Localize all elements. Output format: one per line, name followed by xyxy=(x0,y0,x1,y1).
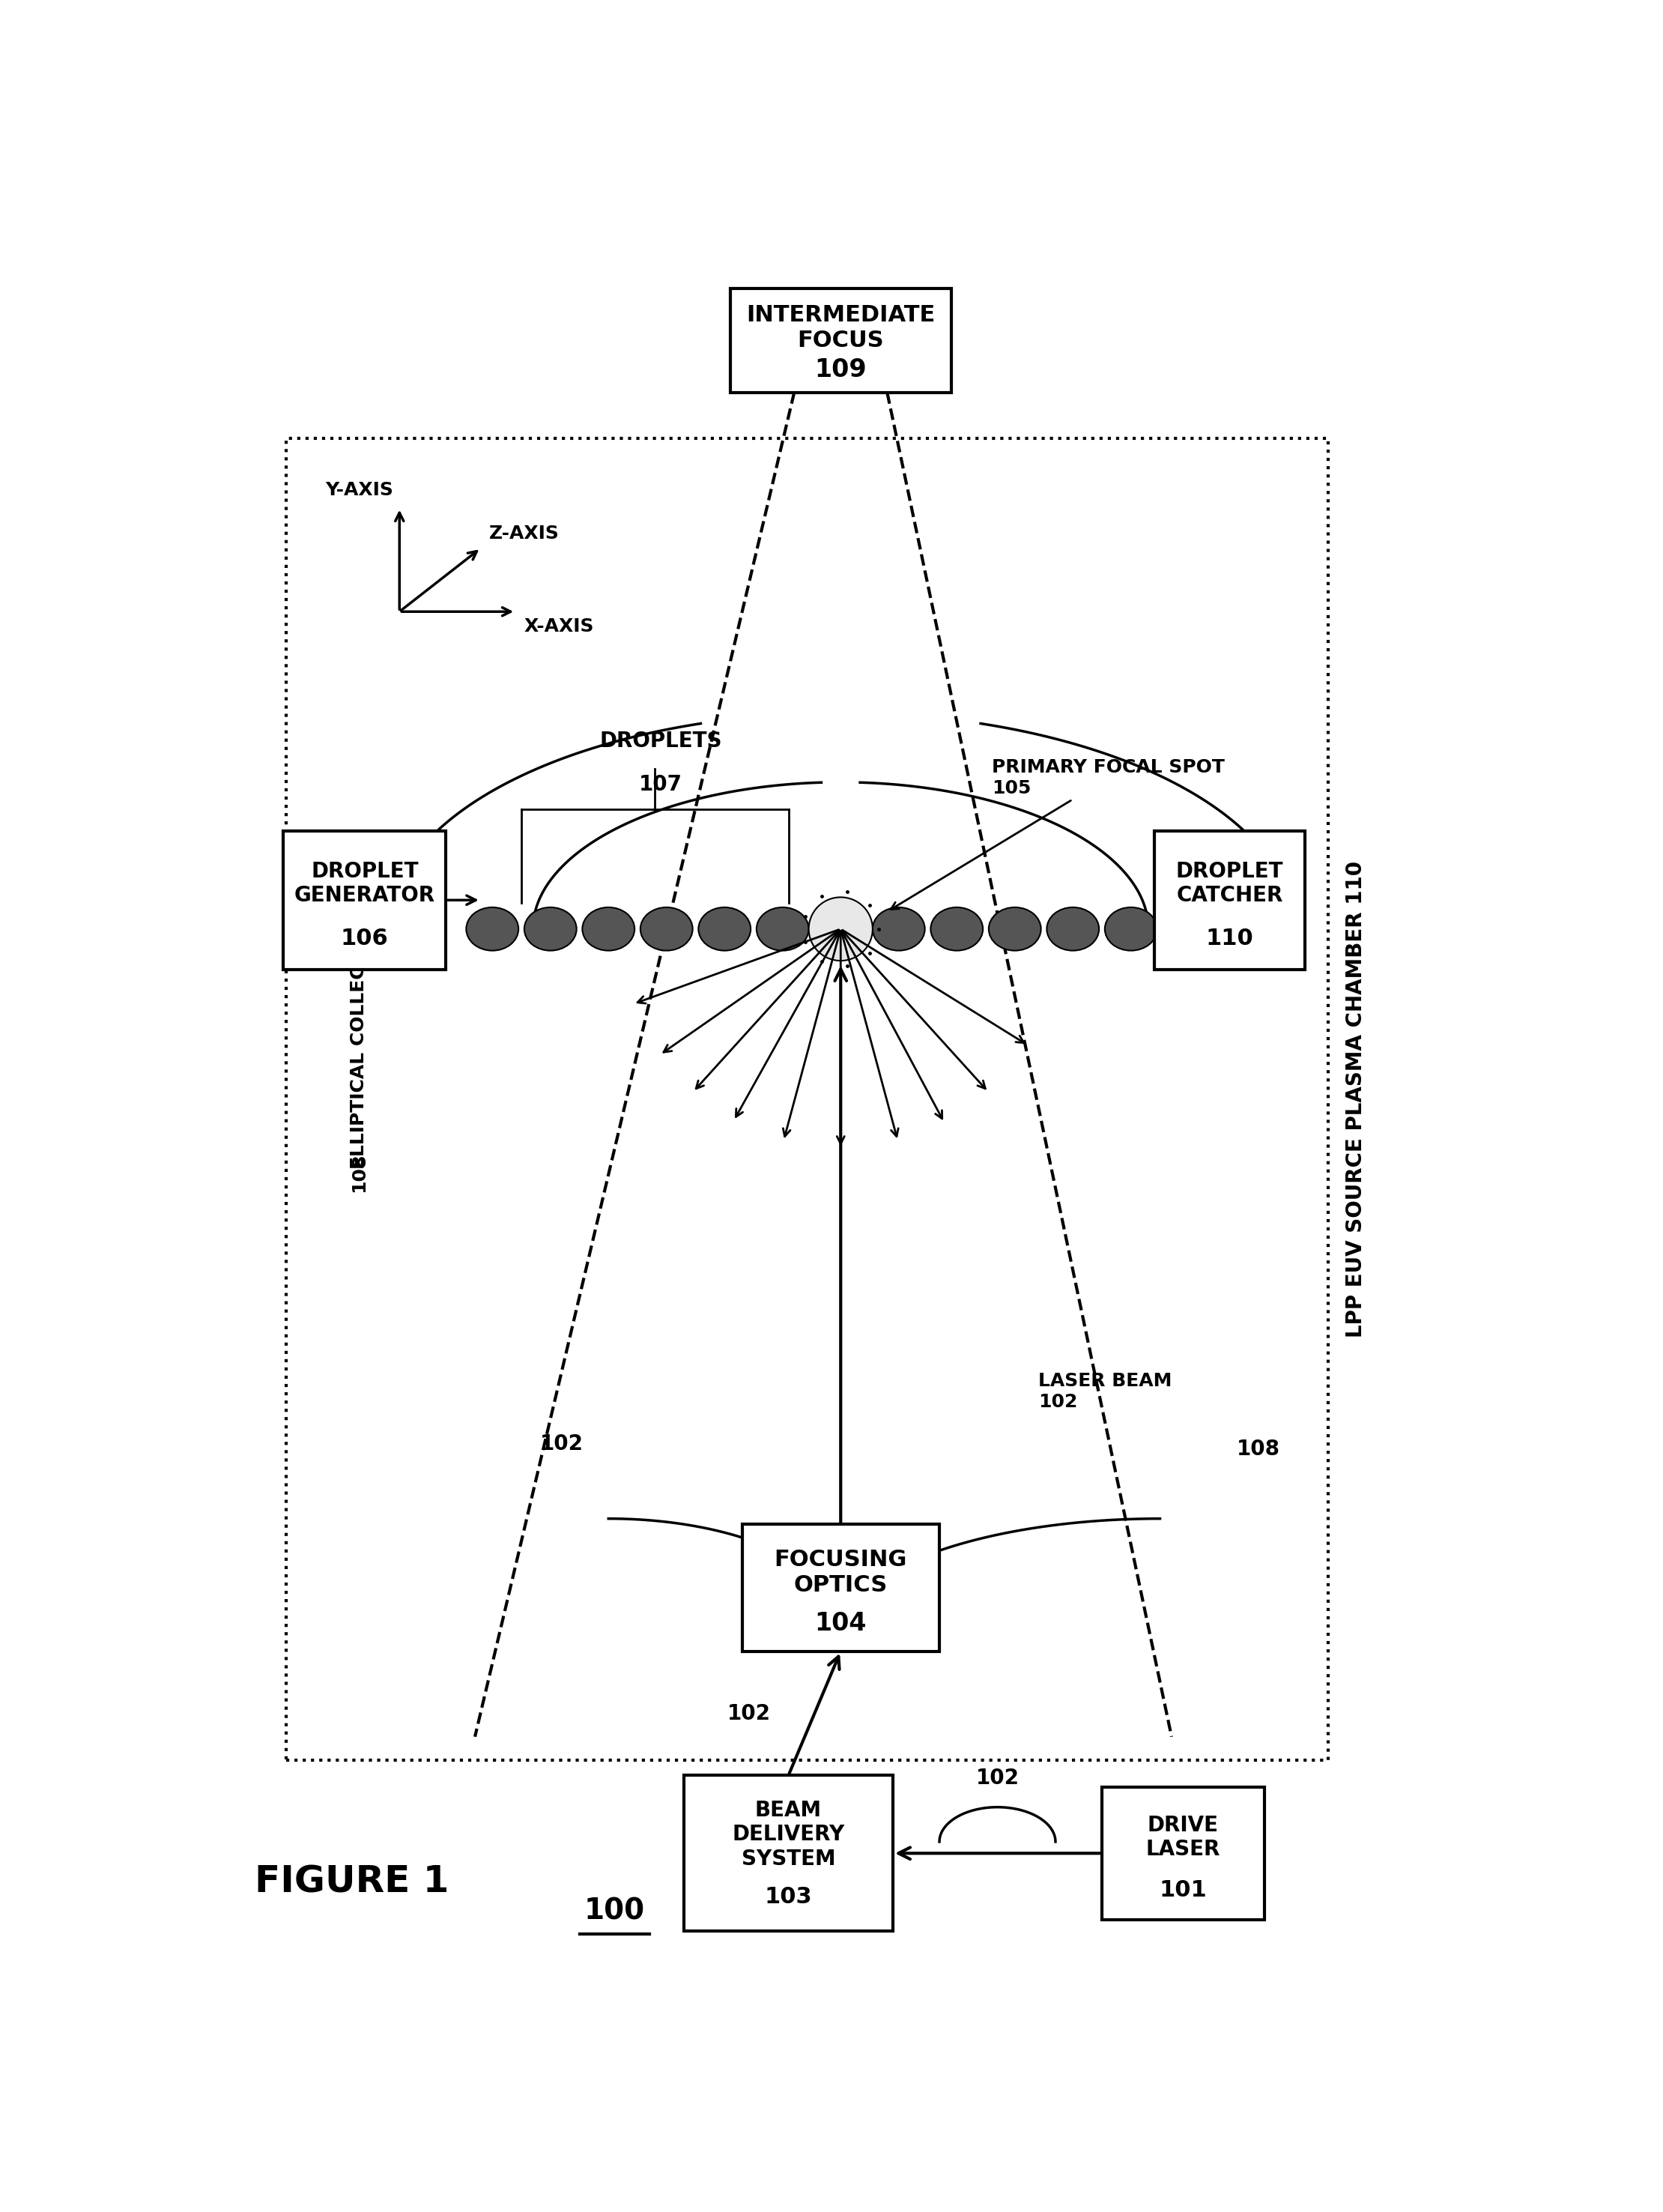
Text: 100: 100 xyxy=(584,1896,645,1924)
Text: FOCUSING
OPTICS: FOCUSING OPTICS xyxy=(775,1548,906,1597)
Text: 106: 106 xyxy=(341,929,389,949)
Ellipse shape xyxy=(466,907,519,951)
FancyBboxPatch shape xyxy=(283,832,446,969)
Ellipse shape xyxy=(873,907,925,951)
Text: 110: 110 xyxy=(1206,929,1254,949)
Text: DROPLET
CATCHER: DROPLET CATCHER xyxy=(1176,860,1284,907)
FancyBboxPatch shape xyxy=(286,438,1329,1761)
FancyBboxPatch shape xyxy=(730,288,951,392)
Text: 108: 108 xyxy=(351,1152,368,1192)
Ellipse shape xyxy=(582,907,635,951)
Text: 109: 109 xyxy=(815,356,866,383)
Text: 102: 102 xyxy=(976,1767,1019,1790)
Text: Z-AXIS: Z-AXIS xyxy=(489,524,560,542)
Text: 102: 102 xyxy=(540,1433,584,1453)
Text: 107: 107 xyxy=(639,774,682,796)
Text: ELLIPTICAL COLLECTOR: ELLIPTICAL COLLECTOR xyxy=(351,922,368,1168)
Text: X-AXIS: X-AXIS xyxy=(524,617,594,635)
Text: 101: 101 xyxy=(1159,1880,1207,1902)
Ellipse shape xyxy=(1104,907,1157,951)
Circle shape xyxy=(808,898,873,960)
Text: LASER BEAM
102: LASER BEAM 102 xyxy=(1038,1371,1172,1411)
FancyBboxPatch shape xyxy=(1103,1787,1264,1920)
Text: PRIMARY FOCAL SPOT
105: PRIMARY FOCAL SPOT 105 xyxy=(891,759,1224,909)
FancyBboxPatch shape xyxy=(1154,832,1305,969)
Ellipse shape xyxy=(1162,907,1216,951)
Text: 108: 108 xyxy=(1237,1440,1281,1460)
Text: 103: 103 xyxy=(765,1887,812,1907)
Text: INTERMEDIATE
FOCUS: INTERMEDIATE FOCUS xyxy=(747,305,935,352)
Text: DROPLET
GENERATOR: DROPLET GENERATOR xyxy=(294,860,436,907)
Ellipse shape xyxy=(698,907,750,951)
Text: FIGURE 1: FIGURE 1 xyxy=(254,1865,449,1900)
Ellipse shape xyxy=(989,907,1041,951)
Text: LPP EUV SOURCE PLASMA CHAMBER 110: LPP EUV SOURCE PLASMA CHAMBER 110 xyxy=(1345,860,1367,1338)
Ellipse shape xyxy=(757,907,808,951)
Ellipse shape xyxy=(1046,907,1099,951)
Text: 104: 104 xyxy=(815,1610,866,1637)
FancyBboxPatch shape xyxy=(742,1524,940,1652)
Text: DROPLETS: DROPLETS xyxy=(599,730,722,752)
Text: DRIVE
LASER: DRIVE LASER xyxy=(1146,1814,1221,1860)
Ellipse shape xyxy=(931,907,983,951)
Text: BEAM
DELIVERY
SYSTEM: BEAM DELIVERY SYSTEM xyxy=(732,1801,845,1869)
FancyBboxPatch shape xyxy=(683,1776,893,1931)
Ellipse shape xyxy=(640,907,692,951)
Text: Y-AXIS: Y-AXIS xyxy=(326,482,394,500)
Ellipse shape xyxy=(524,907,577,951)
Text: 102: 102 xyxy=(728,1703,772,1723)
